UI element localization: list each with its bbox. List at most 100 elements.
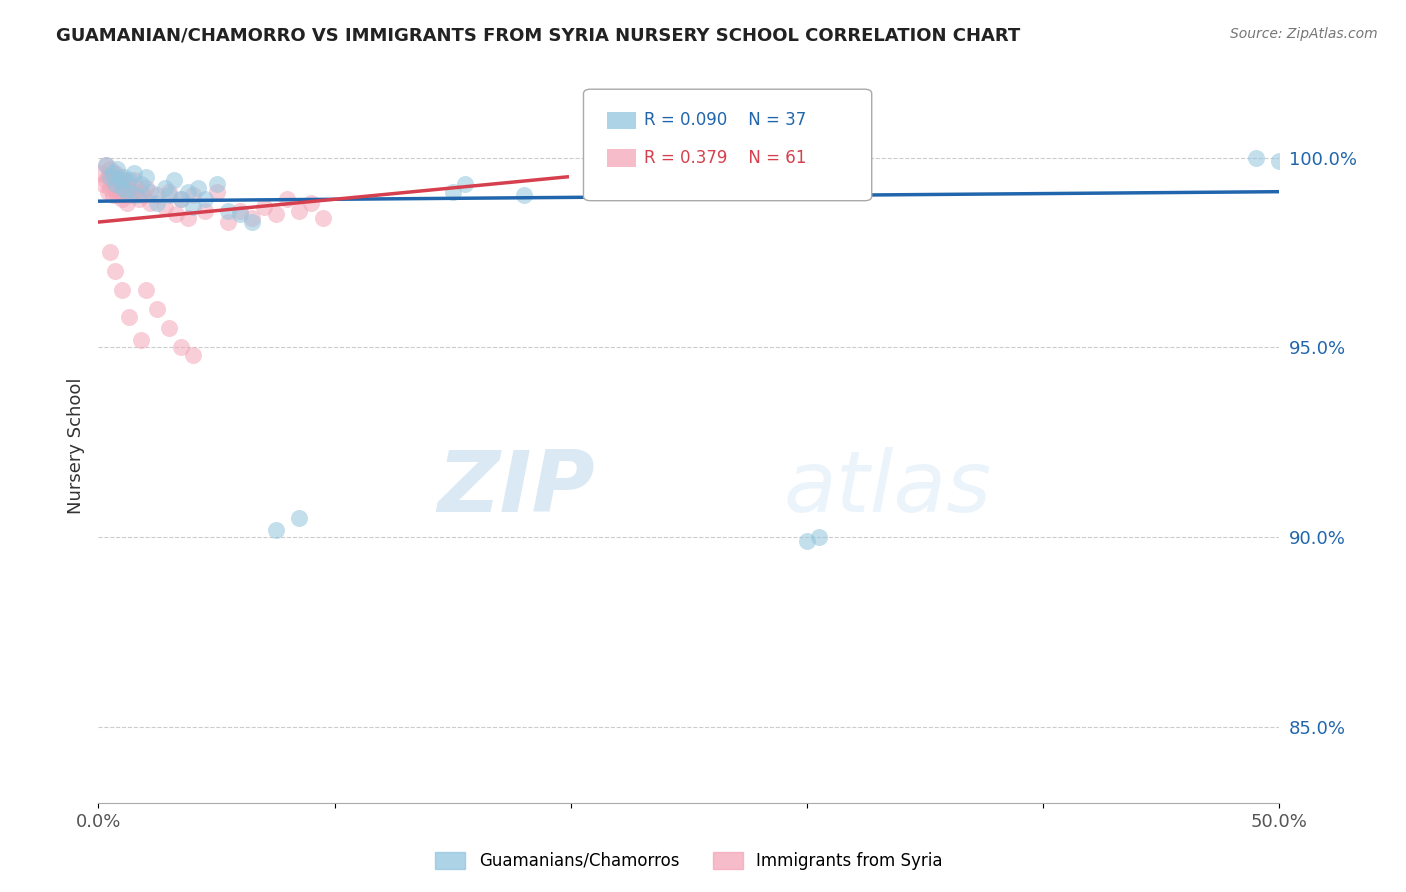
Text: GUAMANIAN/CHAMORRO VS IMMIGRANTS FROM SYRIA NURSERY SCHOOL CORRELATION CHART: GUAMANIAN/CHAMORRO VS IMMIGRANTS FROM SY… <box>56 27 1021 45</box>
Point <box>217 215 239 229</box>
Point <box>105 188 128 202</box>
Point <box>105 173 128 187</box>
Point <box>312 211 335 226</box>
Point <box>163 173 186 187</box>
Point <box>128 192 150 206</box>
Point <box>205 177 228 191</box>
Point <box>122 185 145 199</box>
Point <box>112 169 135 184</box>
Point <box>253 200 276 214</box>
Point <box>118 177 141 191</box>
Point <box>132 188 155 202</box>
Point <box>194 203 217 218</box>
Point <box>101 188 124 202</box>
Point <box>111 192 134 206</box>
Text: atlas: atlas <box>783 447 991 531</box>
Point <box>111 181 134 195</box>
Point <box>288 203 311 218</box>
Point <box>146 302 169 317</box>
Point <box>157 185 180 199</box>
Point <box>125 188 148 202</box>
Point <box>108 173 131 187</box>
Point <box>240 211 263 226</box>
Point <box>94 173 117 187</box>
Point <box>135 181 157 195</box>
Point <box>157 188 180 202</box>
Text: R = 0.090    N = 37: R = 0.090 N = 37 <box>644 112 806 129</box>
Point <box>111 177 134 191</box>
Point <box>104 264 127 278</box>
Point <box>229 203 252 218</box>
Point <box>299 196 322 211</box>
Point <box>139 185 162 199</box>
Point <box>98 245 121 260</box>
Point <box>796 533 818 548</box>
Point <box>101 169 124 184</box>
Point <box>105 161 128 176</box>
Point <box>229 207 252 221</box>
Point <box>94 158 117 172</box>
Point <box>122 166 145 180</box>
Point <box>217 203 239 218</box>
Point <box>115 185 138 199</box>
Point <box>121 188 143 202</box>
Point <box>146 188 169 202</box>
Point <box>187 181 209 195</box>
Point <box>111 284 134 298</box>
Point <box>205 185 228 199</box>
Point <box>678 169 700 184</box>
Point <box>170 340 193 354</box>
Point <box>165 207 187 221</box>
Point <box>1268 154 1291 169</box>
Point <box>194 192 217 206</box>
Point <box>129 177 152 191</box>
Point <box>122 173 145 187</box>
Point <box>146 196 169 211</box>
Point <box>90 166 112 180</box>
Point <box>153 181 176 195</box>
Point <box>181 348 204 362</box>
Point <box>264 207 287 221</box>
Point <box>276 192 298 206</box>
Point <box>115 181 138 195</box>
Point <box>181 200 204 214</box>
Point <box>94 158 117 172</box>
Point <box>264 523 287 537</box>
Text: ZIP: ZIP <box>437 447 595 531</box>
Point <box>153 200 176 214</box>
Point <box>135 169 157 184</box>
Point <box>98 181 121 195</box>
Point <box>118 310 141 324</box>
Point <box>118 173 141 187</box>
Point <box>512 188 534 202</box>
Point <box>125 181 148 195</box>
Point <box>807 530 830 544</box>
Point <box>115 196 138 211</box>
Point <box>101 166 124 180</box>
Point <box>170 192 193 206</box>
Text: Source: ZipAtlas.com: Source: ZipAtlas.com <box>1230 27 1378 41</box>
Point <box>240 215 263 229</box>
Point <box>91 177 114 191</box>
Point <box>453 177 475 191</box>
Point <box>170 192 193 206</box>
Point <box>108 169 131 184</box>
Point <box>108 185 131 199</box>
Point <box>104 181 127 195</box>
Point <box>129 185 152 199</box>
Legend: Guamanians/Chamorros, Immigrants from Syria: Guamanians/Chamorros, Immigrants from Sy… <box>429 845 949 877</box>
Point <box>97 185 120 199</box>
Point <box>112 173 135 187</box>
Point <box>1244 151 1267 165</box>
Point <box>104 166 127 180</box>
Point <box>177 211 200 226</box>
Point <box>139 196 162 211</box>
Point <box>98 161 121 176</box>
Point <box>157 321 180 335</box>
Text: R = 0.379    N = 61: R = 0.379 N = 61 <box>644 149 806 167</box>
Point <box>181 188 204 202</box>
Point <box>97 169 120 184</box>
Point <box>441 185 464 199</box>
Point <box>129 333 152 347</box>
Point <box>135 284 157 298</box>
